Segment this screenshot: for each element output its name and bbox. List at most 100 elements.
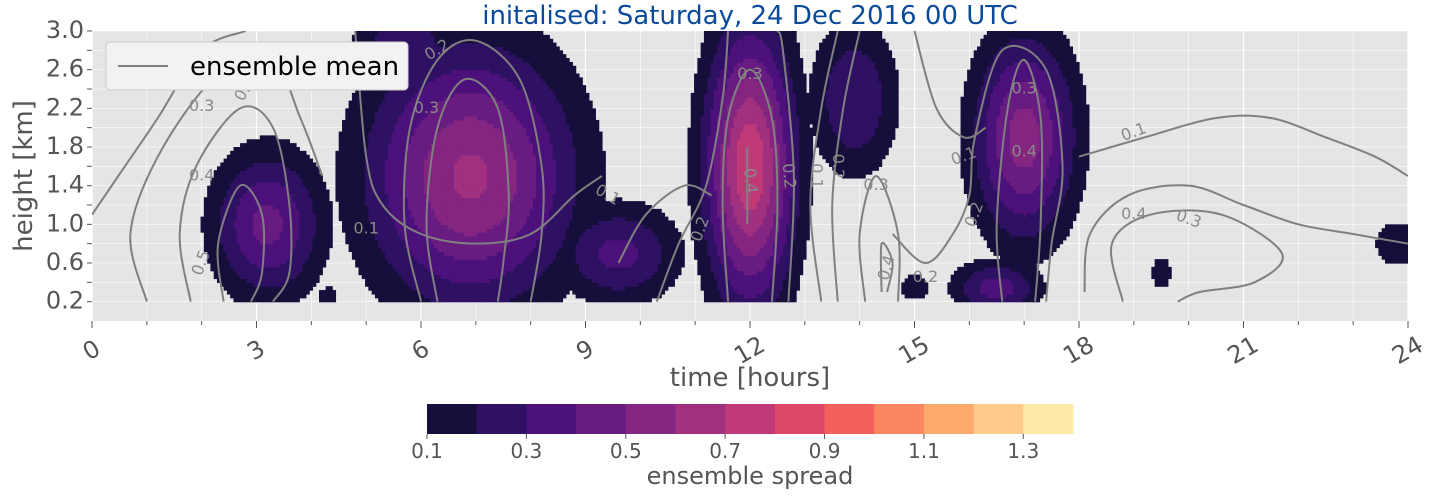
spread-cell bbox=[292, 158, 297, 164]
spread-cell bbox=[223, 216, 228, 222]
spread-cell bbox=[381, 293, 386, 299]
spread-cell bbox=[309, 216, 314, 222]
spread-cell bbox=[292, 290, 297, 295]
spread-cell bbox=[388, 278, 392, 283]
spread-cell bbox=[440, 197, 445, 202]
spread-cell bbox=[394, 162, 399, 167]
spread-cell bbox=[407, 108, 412, 113]
spread-cell bbox=[286, 263, 290, 268]
spread-cell bbox=[286, 224, 290, 229]
spread-cell bbox=[203, 205, 208, 210]
spread-cell bbox=[249, 154, 254, 160]
spread-cell bbox=[427, 77, 432, 82]
spread-cell bbox=[411, 212, 416, 218]
spread-cell bbox=[411, 205, 416, 210]
spread-cell bbox=[243, 224, 248, 229]
spread-cell bbox=[266, 270, 271, 276]
spread-cell bbox=[434, 208, 439, 214]
spread-cell bbox=[411, 89, 416, 94]
spread-cell bbox=[440, 92, 445, 98]
spread-cell bbox=[279, 239, 284, 245]
spread-cell bbox=[361, 112, 366, 117]
spread-cell bbox=[236, 239, 241, 245]
spread-cell bbox=[230, 263, 235, 268]
spread-cell bbox=[328, 286, 333, 291]
spread-cell bbox=[230, 150, 235, 156]
spread-cell bbox=[401, 135, 406, 140]
spread-cell bbox=[361, 270, 366, 276]
spread-cell bbox=[286, 147, 290, 152]
spread-cell bbox=[440, 89, 445, 94]
spread-cell bbox=[371, 177, 376, 183]
spread-cell bbox=[397, 216, 402, 222]
spread-cell bbox=[421, 189, 425, 194]
spread-cell bbox=[394, 274, 399, 280]
spread-cell bbox=[378, 100, 383, 106]
spread-cell bbox=[223, 274, 228, 280]
spread-cell bbox=[447, 154, 452, 160]
spread-cell bbox=[365, 89, 369, 94]
spread-cell bbox=[246, 224, 251, 229]
spread-cell bbox=[230, 243, 235, 249]
spread-cell bbox=[368, 116, 373, 121]
spread-cell bbox=[401, 293, 406, 299]
spread-cell bbox=[427, 224, 432, 229]
spread-cell bbox=[345, 158, 350, 164]
spread-cell bbox=[302, 174, 307, 179]
spread-cell bbox=[404, 220, 409, 225]
spread-cell bbox=[295, 232, 300, 237]
spread-cell bbox=[447, 205, 452, 210]
spread-cell bbox=[414, 54, 419, 59]
spread-cell bbox=[295, 181, 300, 187]
spread-cell bbox=[253, 181, 258, 187]
spread-cell bbox=[437, 77, 442, 82]
spread-cell bbox=[342, 158, 346, 164]
spread-cell bbox=[249, 232, 254, 237]
spread-cell bbox=[388, 193, 392, 198]
spread-cell bbox=[220, 208, 225, 214]
spread-cell bbox=[213, 274, 218, 280]
spread-cell bbox=[361, 185, 366, 191]
spread-cell bbox=[384, 232, 389, 237]
spread-cell bbox=[424, 42, 429, 48]
spread-cell bbox=[240, 293, 244, 299]
spread-cell bbox=[388, 201, 392, 206]
spread-cell bbox=[355, 174, 360, 179]
spread-cell bbox=[315, 247, 320, 252]
spread-cell bbox=[259, 247, 264, 252]
spread-cell bbox=[243, 220, 248, 225]
spread-cell bbox=[269, 150, 274, 156]
spread-cell bbox=[210, 251, 215, 256]
spread-cell bbox=[286, 228, 290, 233]
spread-cell bbox=[319, 235, 323, 241]
spread-cell bbox=[338, 162, 343, 167]
spread-cell bbox=[417, 181, 422, 187]
spread-cell bbox=[414, 197, 419, 202]
spread-cell bbox=[355, 205, 360, 210]
spread-cell bbox=[309, 212, 314, 218]
spread-cell bbox=[355, 112, 360, 117]
spread-cell bbox=[397, 139, 402, 144]
spread-cell bbox=[269, 154, 274, 160]
spread-cell bbox=[434, 270, 439, 276]
spread-cell bbox=[266, 259, 271, 264]
spread-cell bbox=[388, 205, 392, 210]
spread-cell bbox=[279, 162, 284, 167]
spread-cell bbox=[378, 177, 383, 183]
spread-cell bbox=[246, 177, 251, 183]
spread-cell bbox=[444, 46, 448, 51]
spread-cell bbox=[444, 174, 448, 179]
spread-cell bbox=[348, 108, 353, 113]
spread-cell bbox=[381, 112, 386, 117]
spread-cell bbox=[384, 201, 389, 206]
spread-cell bbox=[200, 216, 205, 222]
spread-cell bbox=[226, 247, 231, 252]
spread-cell bbox=[450, 259, 455, 264]
spread-cell bbox=[236, 274, 241, 280]
spread-cell bbox=[207, 205, 212, 210]
spread-cell bbox=[407, 278, 412, 283]
spread-cell bbox=[253, 174, 258, 179]
spread-cell bbox=[378, 286, 383, 291]
spread-cell bbox=[355, 131, 360, 136]
spread-cell bbox=[236, 197, 241, 202]
